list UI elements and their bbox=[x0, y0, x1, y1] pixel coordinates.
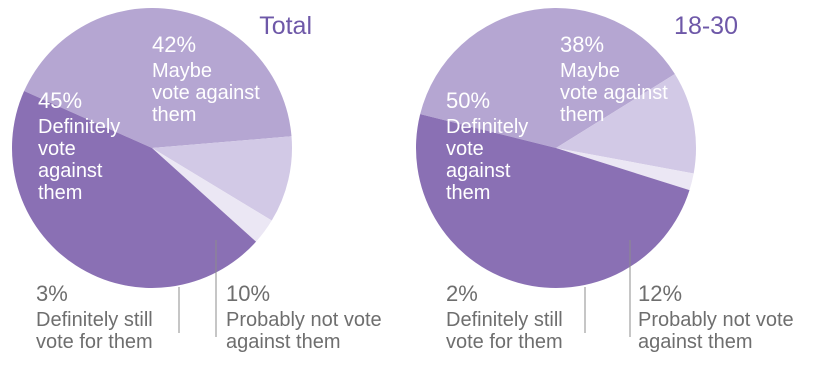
slice-label-line: against them bbox=[226, 331, 341, 353]
slice-label-line: them bbox=[446, 182, 490, 204]
slice-value-probably: 10% bbox=[226, 281, 270, 306]
slice-label-line: vote against bbox=[560, 82, 668, 104]
slice-label-line: vote for them bbox=[36, 331, 153, 353]
slice-label-line: vote against bbox=[152, 82, 260, 104]
slice-label-line: vote for them bbox=[446, 331, 563, 353]
slice-label-line: Maybe bbox=[560, 60, 620, 82]
slice-label-line: vote bbox=[446, 138, 484, 160]
slice-label-line: them bbox=[152, 104, 196, 126]
slice-label-still: Definitely still vote for them bbox=[446, 309, 563, 353]
slice-label-line: Definitely bbox=[38, 116, 120, 138]
slice-label-line: Definitely still bbox=[446, 309, 563, 331]
slice-label-line: them bbox=[38, 182, 82, 204]
slice-label-line: against them bbox=[638, 331, 753, 353]
slice-value-probably: 12% bbox=[638, 281, 682, 306]
slice-label-maybe: Maybe vote against them bbox=[152, 60, 260, 126]
slice-value-definitely: 45% bbox=[38, 88, 82, 113]
pie-slice-probably bbox=[152, 136, 293, 221]
slice-label-line: Definitely bbox=[446, 116, 528, 138]
slice-label-line: them bbox=[560, 104, 604, 126]
pie-slice-probably bbox=[556, 74, 697, 174]
slice-value-still: 3% bbox=[36, 281, 68, 306]
chart-title: Total bbox=[259, 12, 312, 40]
chart-title: 18-30 bbox=[674, 12, 738, 40]
pie-slice-maybe bbox=[24, 7, 292, 148]
slice-label-line: against bbox=[38, 160, 103, 182]
slice-value-maybe: 42% bbox=[152, 32, 196, 57]
slice-label-line: against bbox=[446, 160, 511, 182]
slice-label-definitely: Definitely vote against them bbox=[38, 116, 120, 204]
pie-slice-definitely bbox=[11, 91, 257, 289]
slice-label-probably: Probably not vote against them bbox=[638, 309, 794, 353]
slice-label-line: Probably not vote bbox=[638, 309, 794, 331]
slice-label-maybe: Maybe vote against them bbox=[560, 60, 668, 126]
pie-slice-maybe bbox=[420, 8, 675, 148]
slice-label-definitely: Definitely vote against them bbox=[446, 116, 528, 204]
pie-slice-still bbox=[152, 148, 272, 242]
slice-value-definitely: 50% bbox=[446, 88, 490, 113]
pie-slice-definitely bbox=[415, 114, 690, 289]
slice-label-line: vote bbox=[38, 138, 76, 160]
slice-value-still: 2% bbox=[446, 281, 478, 306]
slice-label-line: Probably not vote bbox=[226, 309, 382, 331]
pie-slice-still bbox=[556, 148, 694, 191]
slice-value-maybe: 38% bbox=[560, 32, 604, 57]
slice-label-still: Definitely still vote for them bbox=[36, 309, 153, 353]
slice-label-line: Maybe bbox=[152, 60, 212, 82]
slice-label-line: Definitely still bbox=[36, 309, 153, 331]
slice-label-probably: Probably not vote against them bbox=[226, 309, 382, 353]
